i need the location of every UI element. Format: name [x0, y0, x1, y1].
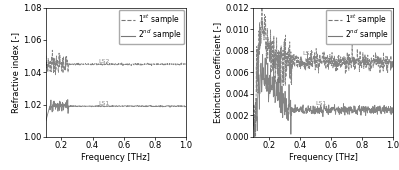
Legend: 1$^{st}$ sample, 2$^{nd}$ sample: 1$^{st}$ sample, 2$^{nd}$ sample — [119, 10, 184, 45]
Y-axis label: Extinction coefficient [-]: Extinction coefficient [-] — [213, 22, 222, 123]
X-axis label: Frequency [THz]: Frequency [THz] — [81, 153, 150, 162]
Text: LS2: LS2 — [99, 58, 110, 64]
Text: LS1: LS1 — [99, 101, 110, 106]
Y-axis label: Refractive index [-]: Refractive index [-] — [12, 32, 20, 113]
Legend: 1$^{st}$ sample, 2$^{nd}$ sample: 1$^{st}$ sample, 2$^{nd}$ sample — [326, 10, 391, 45]
Text: LS2: LS2 — [303, 51, 314, 56]
X-axis label: Frequency [THz]: Frequency [THz] — [288, 153, 358, 162]
Text: LS1: LS1 — [315, 100, 326, 106]
